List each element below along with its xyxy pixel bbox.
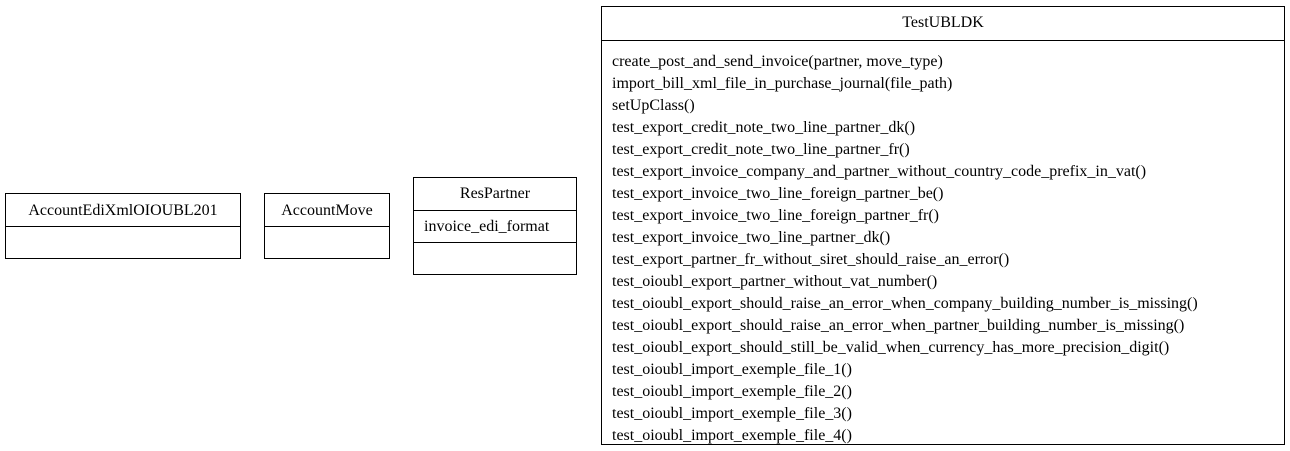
class-method: setUpClass() [612, 97, 695, 114]
class-methods-compartment [414, 243, 576, 274]
class-attribute: invoice_edi_format [424, 218, 550, 235]
class-method: test_oioubl_import_exemple_file_3() [612, 405, 852, 422]
class-method: test_export_credit_note_two_line_partner… [612, 119, 916, 136]
class-name: AccountEdiXmlOIOUBL201 [6, 194, 240, 227]
class-method: test_oioubl_import_exemple_file_2() [612, 383, 852, 400]
class-method: test_export_invoice_two_line_partner_dk(… [612, 229, 891, 246]
class-name: AccountMove [265, 194, 389, 227]
class-method: test_oioubl_export_should_raise_an_error… [612, 317, 1185, 334]
class-name: ResPartner [414, 178, 576, 211]
class-method: import_bill_xml_file_in_purchase_journal… [612, 75, 953, 92]
class-method: test_export_invoice_two_line_foreign_par… [612, 185, 944, 202]
class-method: test_export_partner_fr_without_siret_sho… [612, 251, 1010, 268]
class-box-res-partner: ResPartner invoice_edi_format [413, 177, 577, 275]
class-box-account-move: AccountMove [264, 193, 390, 259]
class-box-test-ubldk: TestUBLDK create_post_and_send_invoice(p… [601, 6, 1285, 445]
class-method: create_post_and_send_invoice(partner, mo… [612, 53, 943, 70]
class-method: test_oioubl_export_should_still_be_valid… [612, 339, 1170, 356]
class-attributes-compartment: invoice_edi_format [414, 211, 576, 243]
class-method: test_export_invoice_two_line_foreign_par… [612, 207, 939, 224]
class-box-account-edi-xml-oioubl201: AccountEdiXmlOIOUBL201 [5, 193, 241, 259]
class-method: test_export_credit_note_two_line_partner… [612, 141, 910, 158]
class-name: TestUBLDK [602, 7, 1284, 41]
class-method: test_oioubl_export_partner_without_vat_n… [612, 273, 938, 290]
class-method: test_oioubl_import_exemple_file_4() [612, 427, 852, 444]
class-methods-compartment [6, 227, 240, 258]
class-methods-compartment: create_post_and_send_invoice(partner, mo… [602, 41, 1284, 447]
class-methods-compartment [265, 227, 389, 258]
class-method: test_oioubl_import_exemple_file_1() [612, 361, 852, 378]
class-method: test_export_invoice_company_and_partner_… [612, 163, 1147, 180]
class-method: test_oioubl_export_should_raise_an_error… [612, 295, 1198, 312]
